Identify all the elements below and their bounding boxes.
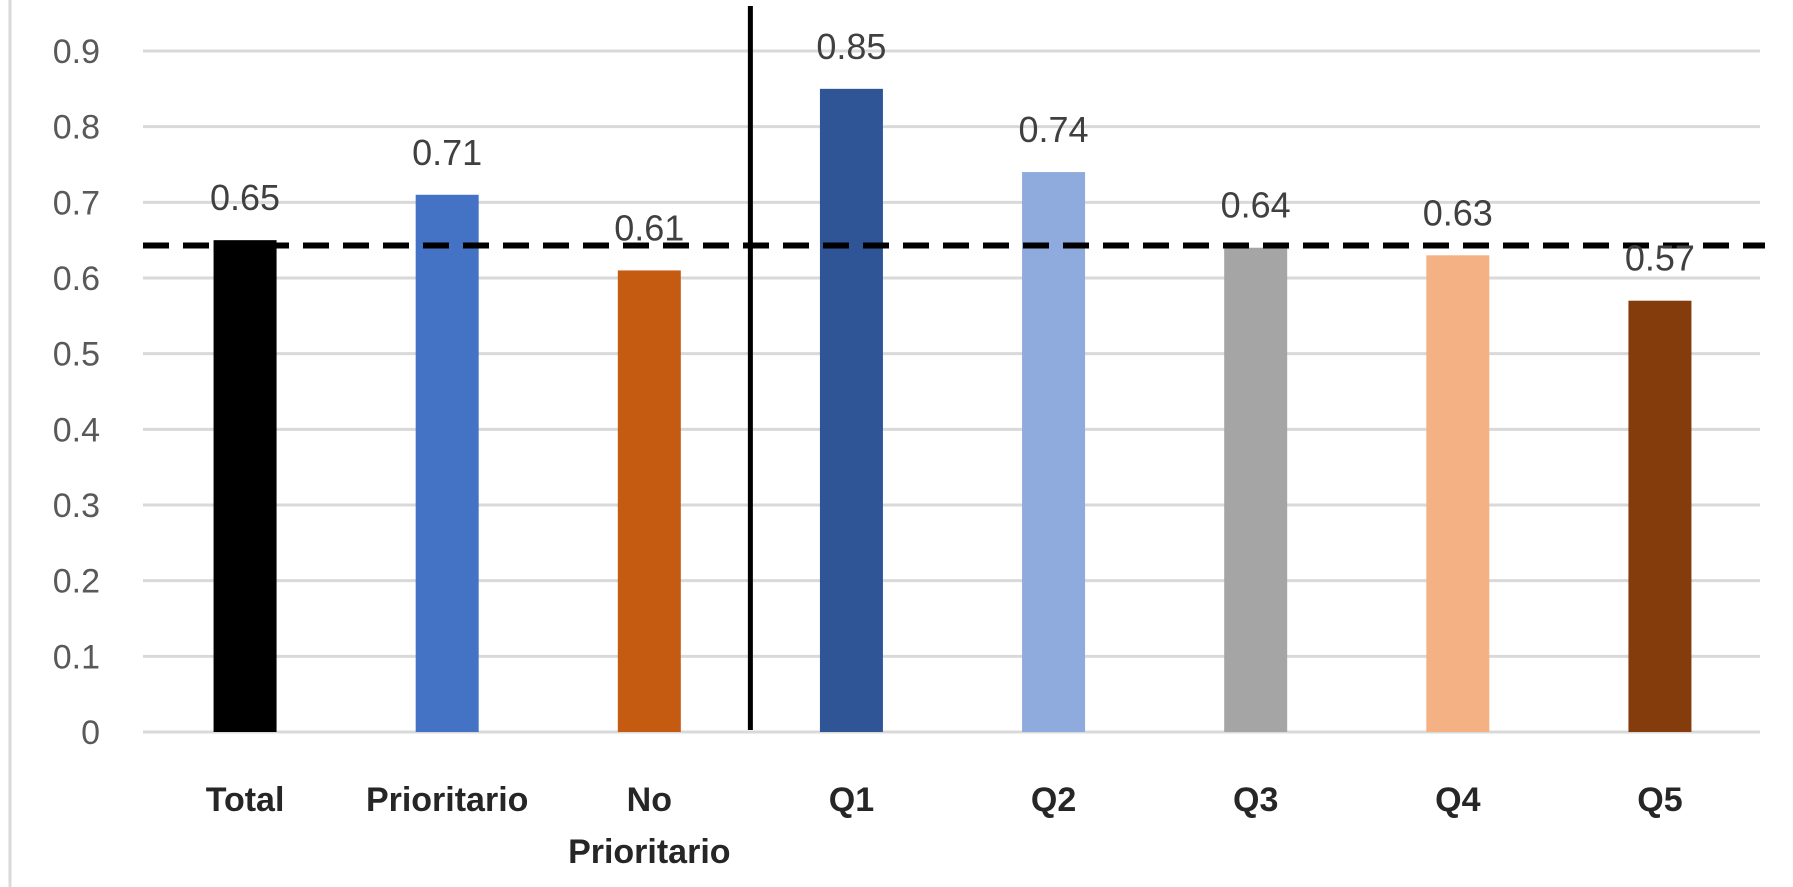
x-category-label: Q5	[1637, 781, 1682, 819]
x-category-label: Total	[206, 781, 285, 819]
data-label: 0.85	[816, 26, 886, 67]
y-tick-label: 0.6	[53, 260, 100, 298]
y-tick-label: 0.5	[53, 336, 100, 374]
data-label: 0.57	[1625, 238, 1695, 279]
data-label: 0.63	[1423, 192, 1493, 233]
x-category-label: Q2	[1031, 781, 1076, 819]
y-tick-label: 0.3	[53, 487, 100, 525]
y-tick-label: 0.2	[53, 563, 100, 601]
x-category-label: Q1	[829, 781, 874, 819]
x-category-label: Q3	[1233, 781, 1278, 819]
bar	[617, 270, 681, 732]
bar	[1628, 300, 1692, 732]
bar	[1224, 247, 1288, 732]
bar	[1426, 255, 1490, 733]
x-category-label: Prioritario	[366, 781, 528, 819]
x-category-label: Q4	[1435, 781, 1480, 819]
data-label: 0.71	[412, 132, 482, 173]
y-tick-label: 0	[81, 714, 100, 752]
y-tick-label: 0.8	[53, 109, 100, 147]
bar	[213, 240, 277, 732]
data-label: 0.64	[1221, 185, 1291, 226]
y-tick-label: 0.1	[53, 638, 100, 676]
data-label: 0.61	[614, 207, 684, 248]
bar	[415, 194, 479, 732]
x-category-label: Prioritario	[568, 833, 730, 871]
y-tick-label: 0.9	[53, 33, 100, 71]
y-tick-label: 0.4	[53, 411, 100, 449]
bar	[1022, 172, 1086, 733]
y-tick-label: 0.7	[53, 184, 100, 222]
data-label: 0.74	[1019, 109, 1089, 150]
x-category-label: No	[627, 781, 672, 819]
bar	[819, 88, 883, 733]
data-label: 0.65	[210, 177, 280, 218]
